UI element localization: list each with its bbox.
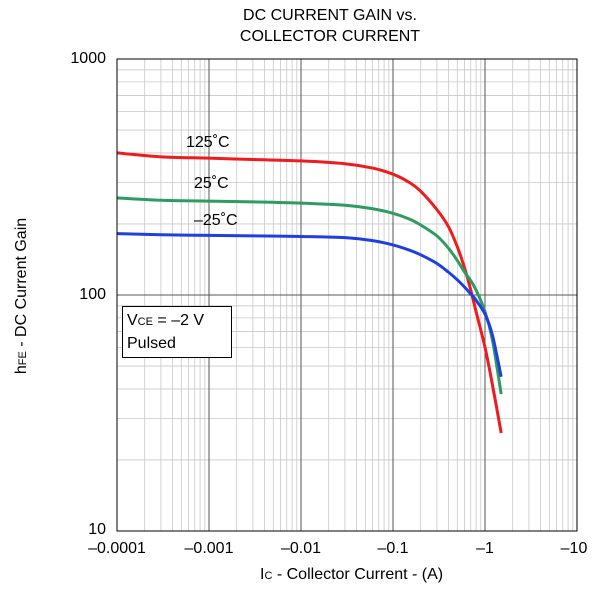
series-line-125-c — [116, 151, 503, 434]
y-tick-label: 100 — [79, 286, 106, 303]
conditions-box: VCE = –2 V Pulsed — [122, 306, 232, 358]
x-tick-label: –10 — [560, 540, 588, 557]
series-label-25c: 25˚C — [194, 175, 229, 192]
chart-title-line2: COLLECTOR CURRENT — [239, 28, 421, 45]
y-tick-label: 1000 — [70, 50, 106, 67]
y-axis-label: hFE - DC Current Gain — [13, 217, 30, 375]
plot-frame — [116, 58, 578, 532]
series-lines — [116, 151, 503, 434]
series-line-25-c — [116, 232, 503, 378]
x-tick-label: –0.01 — [280, 540, 322, 557]
chart-title: DC CURRENT GAIN vs. — [243, 7, 417, 24]
x-tick-label: –0.0001 — [88, 540, 146, 557]
conditions-vce: VCE = –2 V — [127, 312, 205, 329]
series-label-minus25c: –25˚C — [194, 212, 238, 229]
series-line-25-c — [116, 196, 503, 395]
y-tick-label: 10 — [88, 521, 106, 538]
x-tick-label: –1 — [476, 540, 494, 557]
series-label-125c: 125˚C — [186, 134, 230, 151]
x-tick-label: –0.001 — [184, 540, 234, 557]
x-tick-label: –0.1 — [377, 540, 409, 557]
x-axis-label: IC - Collector Current - (A) — [260, 566, 444, 583]
conditions-pulsed: Pulsed — [127, 335, 176, 352]
